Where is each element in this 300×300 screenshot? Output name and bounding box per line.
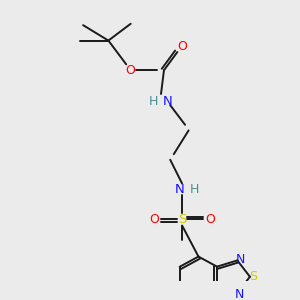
Text: O: O [177, 40, 187, 53]
Text: O: O [206, 213, 215, 226]
Text: N: N [162, 94, 172, 107]
Text: O: O [125, 64, 135, 77]
Text: N: N [235, 288, 244, 300]
Text: H: H [190, 184, 200, 196]
Text: S: S [249, 270, 257, 283]
Text: S: S [178, 213, 186, 226]
Text: N: N [175, 184, 185, 196]
Text: N: N [236, 253, 246, 266]
Text: H: H [148, 94, 158, 107]
Text: O: O [149, 213, 159, 226]
